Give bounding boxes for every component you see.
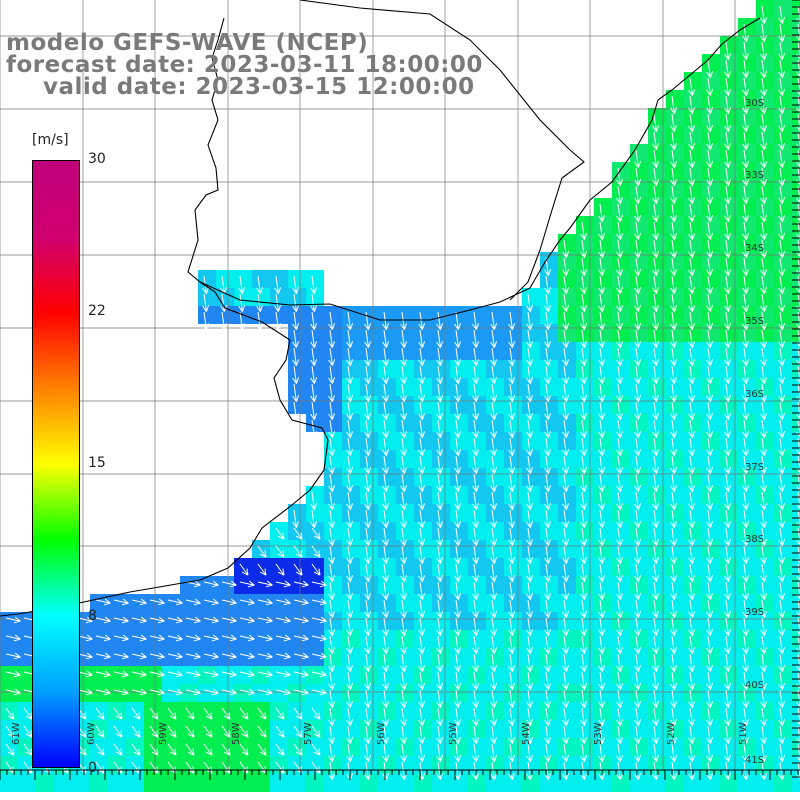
lat-label: 40S xyxy=(745,680,765,691)
valid-date: valid date: 2023-03-15 12:00:00 xyxy=(43,74,475,100)
colorbar-tick-8: 8 xyxy=(88,608,97,624)
lon-label: 61W xyxy=(11,722,22,745)
lon-label: 59W xyxy=(158,722,169,745)
lon-label: 56W xyxy=(376,722,387,745)
lon-label: 55W xyxy=(448,722,459,745)
lon-label: 58W xyxy=(231,722,242,745)
coastline-uruguay-brazil xyxy=(199,17,761,321)
forecast-date: forecast date: 2023-03-11 18:00:00 xyxy=(6,52,483,78)
coastline-argentina xyxy=(0,17,329,617)
lat-label: 34S xyxy=(745,243,765,254)
border-uruguay xyxy=(299,0,585,301)
colorbar-unit: [m/s] xyxy=(32,132,69,148)
model-title: modelo GEFS-WAVE (NCEP) xyxy=(6,30,369,56)
colorbar xyxy=(32,160,80,768)
wind-arrows xyxy=(5,5,800,780)
colorbar-tick-22: 22 xyxy=(88,303,106,319)
lat-label: 35S xyxy=(745,316,765,327)
lat-label: 30S xyxy=(745,98,765,109)
lon-label: 51W xyxy=(738,722,749,745)
graticule xyxy=(0,0,800,770)
lon-label: 52W xyxy=(666,722,677,745)
lat-label: 39S xyxy=(745,607,765,618)
axis-ticks xyxy=(0,0,800,780)
lat-label: 33S xyxy=(745,170,765,181)
lat-label: 38S xyxy=(745,534,765,545)
lat-label: 36S xyxy=(745,389,765,400)
lon-label: 60W xyxy=(86,722,97,745)
colorbar-tick-0: 0 xyxy=(88,760,97,776)
colorbar-tick-30: 30 xyxy=(88,151,106,167)
colorbar-tick-15: 15 xyxy=(88,455,106,471)
lat-label: 41S xyxy=(745,755,765,766)
lon-label: 57W xyxy=(303,722,314,745)
lat-label: 37S xyxy=(745,462,765,473)
lon-label: 53W xyxy=(593,722,604,745)
lon-label: 54W xyxy=(521,722,532,745)
